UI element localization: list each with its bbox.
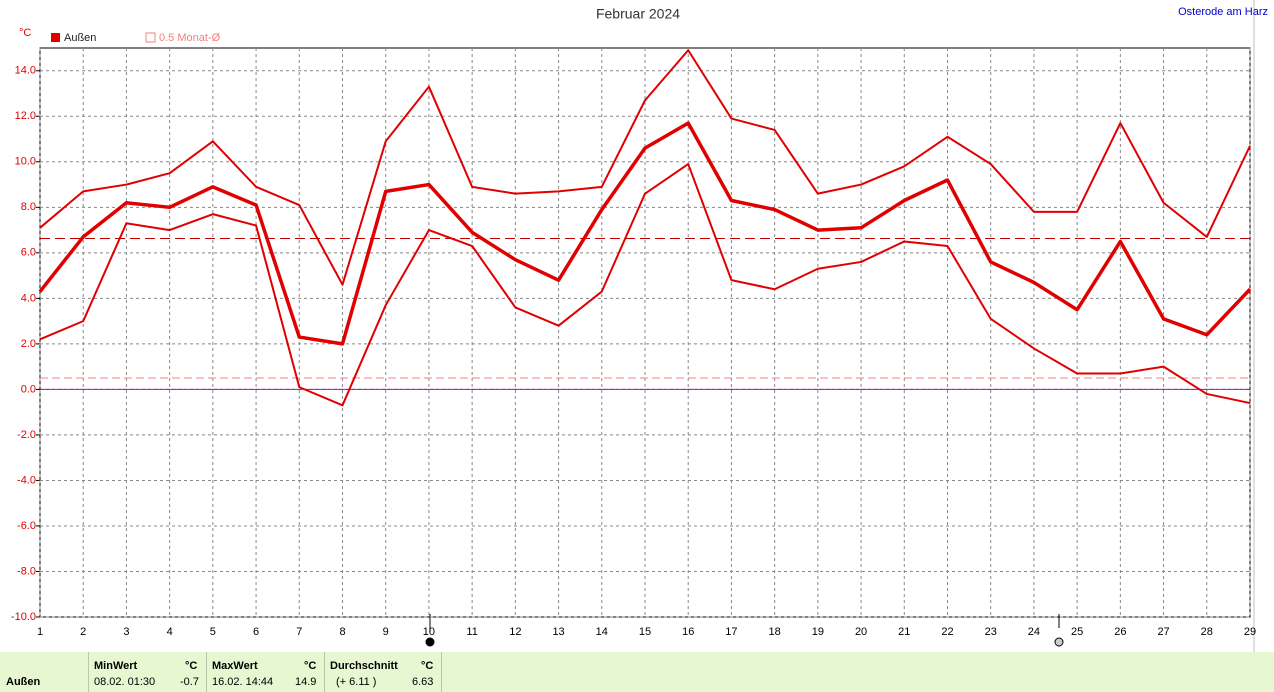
y-tick-label: -4.0	[17, 474, 36, 486]
x-tick-label: 9	[383, 626, 389, 638]
x-tick-label: 1	[37, 626, 43, 638]
x-tick-label: 23	[985, 626, 997, 638]
x-tick-label: 29	[1244, 626, 1256, 638]
x-tick-label: 21	[898, 626, 910, 638]
footer-label: Außen	[6, 676, 41, 688]
chart-title: Februar 2024	[596, 6, 680, 22]
avg-time: (+ 6.11 )	[336, 676, 377, 688]
separator	[324, 652, 325, 692]
max-value: 14.9	[295, 676, 317, 688]
x-tick-label: 3	[123, 626, 129, 638]
unit: °C	[19, 27, 31, 39]
avg-value: 6.63	[412, 676, 434, 688]
footer: Außen MinWert °C 08.02. 01:30 -0.7 MaxWe…	[0, 652, 1274, 692]
x-tick-label: 24	[1028, 626, 1040, 638]
y-tick-label: 14.0	[15, 65, 36, 77]
max-title: MaxWert	[212, 660, 258, 672]
legend-swatch	[145, 32, 156, 43]
max-unit: °C	[304, 660, 317, 672]
x-tick-label: 22	[941, 626, 953, 638]
location: Osterode am Harz	[1178, 6, 1268, 18]
moon-icon	[425, 637, 435, 647]
y-tick-label: -10.0	[11, 611, 36, 623]
max-time: 16.02. 14:44	[212, 676, 274, 688]
min-time: 08.02. 01:30	[94, 676, 156, 688]
x-tick-label: 6	[253, 626, 259, 638]
x-tick-label: 5	[210, 626, 216, 638]
min-value: -0.7	[180, 676, 199, 688]
separator	[88, 652, 89, 692]
x-tick-label: 8	[339, 626, 345, 638]
x-tick-label: 7	[296, 626, 302, 638]
x-tick-label: 17	[725, 626, 737, 638]
x-tick-label: 25	[1071, 626, 1083, 638]
y-tick-label: 10.0	[15, 156, 36, 168]
x-tick-label: 16	[682, 626, 694, 638]
x-tick-label: 28	[1201, 626, 1213, 638]
x-tick-label: 18	[769, 626, 781, 638]
x-tick-label: 12	[509, 626, 521, 638]
legend-swatch	[51, 33, 60, 42]
y-tick-label: 2.0	[21, 338, 36, 350]
avg-title: Durchschnitt	[330, 660, 398, 672]
x-tick-label: 27	[1157, 626, 1169, 638]
x-tick-label: 10	[423, 626, 435, 638]
chart: Februar 2024 Osterode am Harz °C Außen 0…	[11, 0, 1268, 652]
min-unit: °C	[185, 660, 198, 672]
avg-unit: °C	[421, 660, 434, 672]
moon-icon	[1054, 637, 1064, 647]
y-tick-label: 8.0	[21, 201, 36, 213]
line-min	[39, 163, 1251, 407]
x-tick-label: 2	[80, 626, 86, 638]
y-tick-label: -8.0	[17, 565, 36, 577]
line-max	[39, 49, 1251, 286]
x-tick-label: 19	[812, 626, 824, 638]
x-tick-label: 13	[552, 626, 564, 638]
x-tick-label: 14	[596, 626, 608, 638]
y-tick-label: 6.0	[21, 247, 36, 259]
y-tick-label: 0.0	[21, 383, 36, 395]
y-tick-label: 12.0	[15, 110, 36, 122]
x-tick-label: 15	[639, 626, 651, 638]
x-tick-label: 11	[466, 626, 477, 638]
legend-label: Außen	[64, 32, 96, 44]
x-tick-label: 20	[855, 626, 867, 638]
separator	[206, 652, 207, 692]
line-values	[38, 121, 1252, 346]
separator	[441, 652, 442, 692]
y-tick-label: -2.0	[17, 429, 36, 441]
x-tick-label: 26	[1114, 626, 1126, 638]
legend-label: 0.5 Monat-Ø	[159, 32, 221, 44]
y-tick-label: 4.0	[21, 292, 36, 304]
x-tick-label: 4	[167, 626, 173, 638]
y-tick-label: -6.0	[17, 520, 36, 532]
min-title: MinWert	[94, 660, 138, 672]
